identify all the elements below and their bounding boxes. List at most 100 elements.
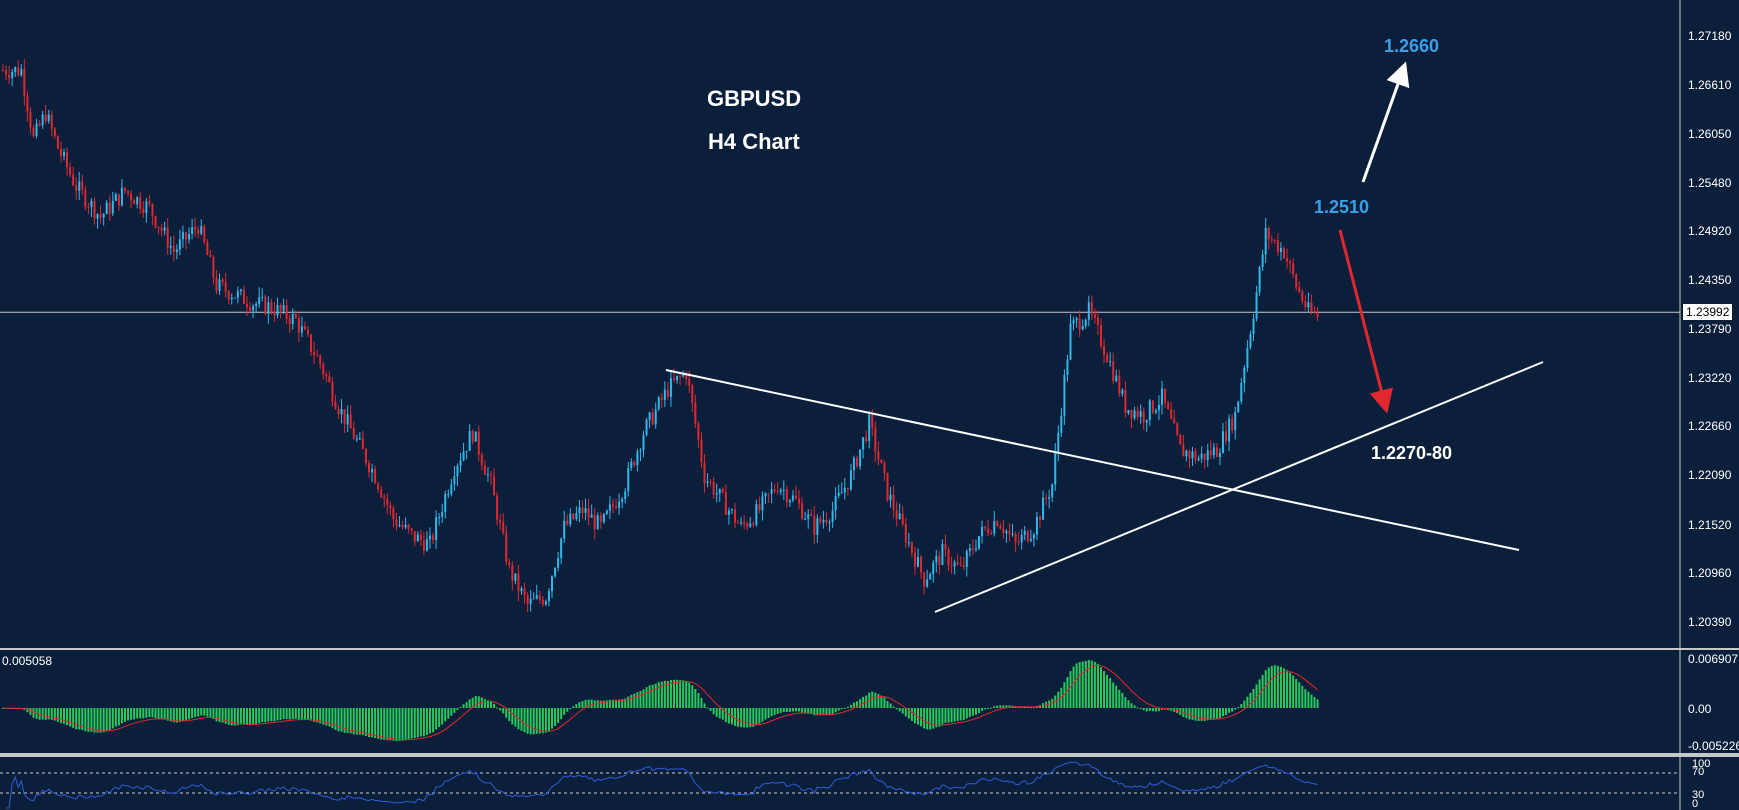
price-tick-label: 1.26610 bbox=[1688, 78, 1732, 93]
macd-histogram-bar bbox=[700, 698, 703, 708]
candle-body bbox=[142, 209, 145, 214]
candle-body bbox=[249, 307, 252, 311]
candle-body bbox=[691, 385, 694, 403]
macd-histogram-bar bbox=[1121, 692, 1124, 708]
macd-histogram-bar bbox=[1264, 670, 1267, 708]
macd-histogram-bar bbox=[1304, 689, 1307, 708]
candle-body bbox=[291, 314, 294, 325]
macd-histogram-bar bbox=[224, 708, 227, 724]
candle-body bbox=[1084, 319, 1087, 327]
macd-histogram-bar bbox=[413, 708, 416, 739]
macd-histogram-bar bbox=[871, 691, 874, 708]
macd-histogram-bar bbox=[630, 694, 633, 708]
candle-body bbox=[627, 467, 630, 492]
macd-histogram-bar bbox=[538, 708, 541, 734]
candle-body bbox=[1289, 261, 1292, 264]
macd-histogram-bar bbox=[822, 708, 825, 716]
macd-histogram-bar bbox=[1206, 708, 1209, 721]
macd-histogram-bar bbox=[493, 703, 496, 708]
macd-histogram-bar bbox=[337, 708, 340, 732]
candle-body bbox=[29, 111, 32, 128]
macd-histogram-bar bbox=[697, 693, 700, 708]
macd-histogram-bar bbox=[968, 708, 971, 717]
candle-body bbox=[608, 504, 611, 511]
macd-histogram-bar bbox=[291, 708, 294, 719]
candle-body bbox=[840, 492, 843, 494]
candle-body bbox=[694, 402, 697, 424]
candle-body bbox=[819, 518, 822, 523]
macd-histogram-bar bbox=[886, 701, 889, 708]
candle-body bbox=[1106, 354, 1109, 363]
macd-histogram-bar bbox=[1026, 707, 1029, 709]
macd-histogram-bar bbox=[993, 706, 996, 708]
macd-histogram-bar bbox=[877, 694, 880, 708]
macd-histogram-bar bbox=[514, 708, 517, 727]
macd-histogram-bar bbox=[883, 697, 886, 708]
candle-body bbox=[468, 431, 471, 451]
candle-body bbox=[316, 355, 319, 357]
candle-body bbox=[862, 437, 865, 450]
candle-body bbox=[1035, 516, 1038, 535]
macd-histogram-bar bbox=[544, 708, 547, 733]
candle-body bbox=[1176, 423, 1179, 435]
candle-body bbox=[1270, 239, 1273, 241]
macd-histogram-bar bbox=[389, 708, 392, 741]
macd-histogram-bar bbox=[691, 685, 694, 708]
macd-histogram-bar bbox=[834, 708, 837, 713]
macd-histogram-bar bbox=[743, 708, 746, 728]
macd-histogram-bar bbox=[53, 708, 56, 721]
candle-body bbox=[398, 525, 401, 527]
macd-histogram-bar bbox=[965, 708, 968, 719]
macd-histogram-bar bbox=[438, 708, 441, 728]
candle-body bbox=[270, 302, 273, 312]
candle-body bbox=[56, 136, 59, 149]
candle-body bbox=[1218, 452, 1221, 457]
macd-histogram-bar bbox=[432, 708, 435, 733]
candle-body bbox=[157, 226, 160, 228]
candle-body bbox=[215, 277, 218, 291]
macd-histogram-bar bbox=[114, 708, 117, 727]
macd-histogram-bar bbox=[541, 708, 544, 734]
macd-histogram-bar bbox=[843, 707, 846, 709]
macd-histogram-bar bbox=[1093, 661, 1096, 708]
candle-body bbox=[633, 461, 636, 466]
macd-histogram-bar bbox=[331, 708, 334, 729]
candle-body bbox=[1075, 318, 1078, 321]
macd-tick-zero: 0.00 bbox=[1688, 702, 1712, 716]
candle-body bbox=[590, 514, 593, 518]
candle-body bbox=[913, 552, 916, 567]
candle-body bbox=[1039, 516, 1041, 520]
candle-body bbox=[654, 409, 657, 425]
candle-body bbox=[374, 469, 377, 484]
macd-histogram-bar bbox=[679, 679, 682, 708]
candle-body bbox=[569, 513, 572, 525]
macd-histogram-bar bbox=[910, 708, 913, 721]
macd-histogram-bar bbox=[907, 708, 910, 719]
candle-body bbox=[581, 507, 584, 513]
candle-body bbox=[349, 414, 352, 429]
macd-histogram-bar bbox=[319, 708, 322, 724]
macd-histogram-bar bbox=[288, 708, 291, 720]
macd-histogram-bar bbox=[1222, 708, 1224, 717]
macd-histogram-bar bbox=[706, 707, 709, 709]
candle-body bbox=[773, 489, 776, 492]
macd-histogram-bar bbox=[532, 708, 535, 735]
candle-body bbox=[651, 412, 654, 425]
macd-histogram-bar bbox=[386, 708, 389, 741]
candle-body bbox=[352, 428, 355, 439]
macd-histogram-bar bbox=[1133, 705, 1136, 708]
candle-body bbox=[974, 548, 977, 550]
macd-histogram-bar bbox=[1212, 708, 1215, 719]
candle-body bbox=[1145, 420, 1148, 423]
macd-histogram-bar bbox=[605, 700, 608, 708]
price-tick-label: 1.26050 bbox=[1688, 126, 1732, 141]
macd-histogram-bar bbox=[724, 708, 727, 723]
macd-histogram-bar bbox=[1240, 703, 1243, 708]
candle-body bbox=[544, 601, 547, 605]
macd-histogram-bar bbox=[715, 708, 718, 717]
candle-body bbox=[1063, 374, 1066, 416]
candle-body bbox=[1130, 410, 1133, 419]
candle-body bbox=[715, 493, 718, 495]
price-tick-label: 1.20390 bbox=[1688, 614, 1732, 629]
macd-histogram-bar bbox=[75, 708, 78, 730]
